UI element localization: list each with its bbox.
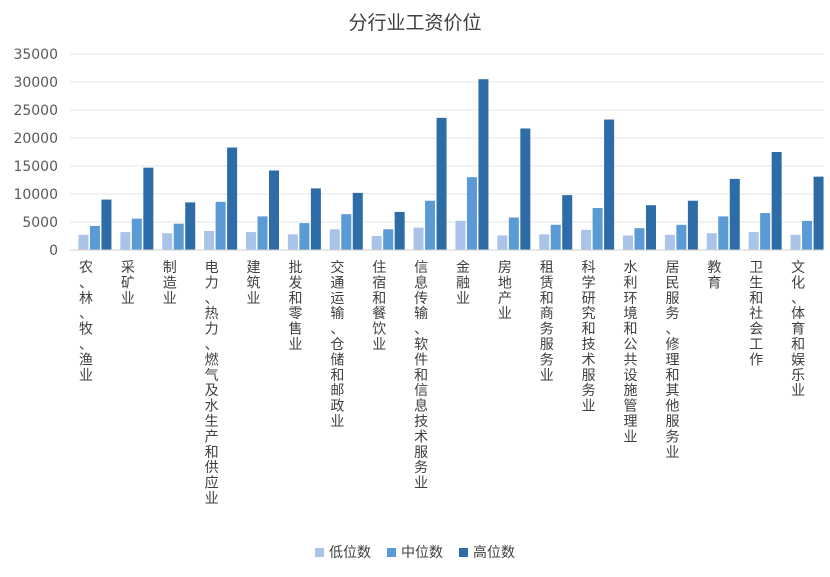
bar-series-1-cat-1 [131, 218, 142, 250]
bar-series-0-cat-11 [539, 234, 550, 250]
bar-series-2-cat-6 [352, 192, 363, 250]
legend-item-1: 中位数 [387, 542, 443, 562]
bar-series-2-cat-4 [269, 170, 279, 250]
bar-series-1-cat-9 [466, 177, 477, 250]
bar-series-0-cat-10 [497, 235, 508, 250]
bar-series-1-cat-4 [257, 216, 268, 250]
x-category-label: 信息传输、软件和信息技术服务业 [414, 260, 428, 492]
x-category-label: 制造业 [163, 260, 177, 307]
bar-series-0-cat-12 [581, 229, 592, 250]
category-labels: 农、林、牧、渔业 采矿业 制造业 电力、热力、燃气及水生产和供应业 建筑业 批发和零售业 交… [79, 259, 805, 507]
bar-series-2-cat-15 [729, 178, 740, 250]
legend-label: 中位数 [401, 545, 443, 561]
bar-series-2-cat-0 [101, 199, 112, 250]
bar-series-1-cat-3 [215, 201, 226, 250]
bar-series-1-cat-6 [341, 214, 352, 250]
bar-series-2-cat-8 [436, 117, 447, 250]
bar-series-0-cat-4 [246, 232, 256, 250]
bar-series-2-cat-12 [604, 119, 615, 251]
x-category-label: 房地产业 [498, 260, 512, 322]
x-category-label: 建筑业 [247, 260, 261, 307]
bar-series-1-cat-16 [760, 213, 771, 250]
y-tick-label: 20000 [13, 131, 58, 147]
y-tick-label: 10000 [13, 187, 58, 203]
bar-series-0-cat-13 [623, 235, 633, 250]
gridlines [70, 53, 824, 223]
bar-series-0-cat-3 [204, 230, 215, 250]
x-category-label: 教育 [707, 260, 721, 291]
x-category-label: 金融业 [456, 260, 470, 307]
bar-series-1-cat-14 [676, 224, 687, 250]
bar-series-0-cat-1 [120, 232, 131, 250]
x-category-label: 电力、热力、燃气及水生产和供应业 [205, 260, 219, 507]
bar-series-0-cat-2 [162, 233, 173, 250]
legend-item-0: 低位数 [315, 542, 371, 562]
bar-series-0-cat-9 [455, 220, 466, 250]
bar-series-1-cat-10 [508, 217, 519, 250]
x-category-label: 水利环境和公共设施管理业 [624, 260, 638, 445]
x-category-label: 批发和零售业 [288, 260, 302, 353]
bar-series-0-cat-14 [664, 234, 675, 250]
bar-series-2-cat-2 [185, 202, 196, 250]
bars [78, 79, 824, 251]
legend-swatch [459, 547, 468, 557]
y-tick-label: 25000 [13, 103, 58, 119]
x-category-label: 农、林、牧、渔业 [79, 260, 93, 384]
bar-series-2-cat-1 [143, 167, 154, 250]
bar-chart: 0 5000 10000 15000 20000 25000 30000 35000 农、林、… [13, 47, 824, 507]
legend: 低位数 中位数 高位数 [0, 542, 830, 562]
y-tick-label: 30000 [13, 75, 58, 91]
y-tick-label: 5000 [22, 215, 58, 231]
x-category-label: 交通运输、仓储和邮政业 [330, 259, 344, 430]
bar-series-1-cat-5 [299, 223, 310, 250]
x-category-label: 采矿业 [121, 260, 135, 307]
legend-label: 低位数 [329, 545, 371, 561]
bar-series-0-cat-17 [790, 234, 801, 250]
bar-series-1-cat-0 [89, 225, 100, 250]
bar-series-0-cat-15 [706, 233, 717, 250]
legend-item-2: 高位数 [459, 542, 515, 562]
bar-series-0-cat-7 [371, 236, 382, 250]
bar-series-1-cat-12 [592, 208, 603, 250]
bar-series-2-cat-13 [646, 205, 656, 250]
bar-series-2-cat-14 [687, 200, 698, 250]
bar-series-1-cat-11 [550, 224, 561, 250]
x-category-label: 住宿和餐饮业 [372, 260, 386, 353]
bar-series-0-cat-8 [413, 227, 424, 250]
bar-series-2-cat-5 [310, 188, 321, 250]
bar-series-1-cat-13 [634, 228, 645, 250]
bar-series-2-cat-3 [227, 147, 238, 250]
legend-label: 高位数 [473, 545, 515, 561]
bar-series-1-cat-8 [425, 200, 436, 250]
bar-series-0-cat-5 [287, 234, 298, 250]
x-category-label: 文化、体育和娱乐业 [791, 260, 805, 399]
bar-series-1-cat-17 [802, 220, 813, 250]
bar-series-0-cat-16 [748, 232, 759, 250]
bar-series-2-cat-7 [394, 211, 405, 250]
bar-series-1-cat-2 [173, 223, 184, 250]
bar-series-2-cat-17 [813, 176, 824, 250]
bar-series-0-cat-6 [329, 229, 340, 250]
bar-series-2-cat-11 [562, 195, 573, 250]
legend-swatch [315, 547, 324, 557]
y-tick-label: 35000 [13, 47, 58, 63]
y-tick-label: 15000 [13, 159, 58, 175]
bar-series-2-cat-16 [771, 152, 782, 250]
bar-series-2-cat-10 [520, 128, 531, 250]
chart-title: 分行业工资价位 [348, 12, 482, 34]
bar-series-1-cat-7 [383, 229, 394, 250]
y-tick-label: 0 [49, 243, 58, 259]
x-category-label: 科学研究和技术服务业 [582, 260, 596, 415]
bar-series-2-cat-9 [478, 79, 489, 250]
y-axis-ticks: 0 5000 10000 15000 20000 25000 30000 35000 [13, 47, 58, 259]
x-category-label: 租赁和商务服务业 [540, 260, 554, 384]
legend-swatch [387, 547, 396, 557]
bar-series-0-cat-0 [78, 234, 89, 250]
x-category-label: 卫生和社会工作 [749, 260, 763, 368]
x-category-label: 居民服务、修理和其他服务业 [665, 260, 679, 461]
bar-series-1-cat-15 [718, 216, 729, 250]
